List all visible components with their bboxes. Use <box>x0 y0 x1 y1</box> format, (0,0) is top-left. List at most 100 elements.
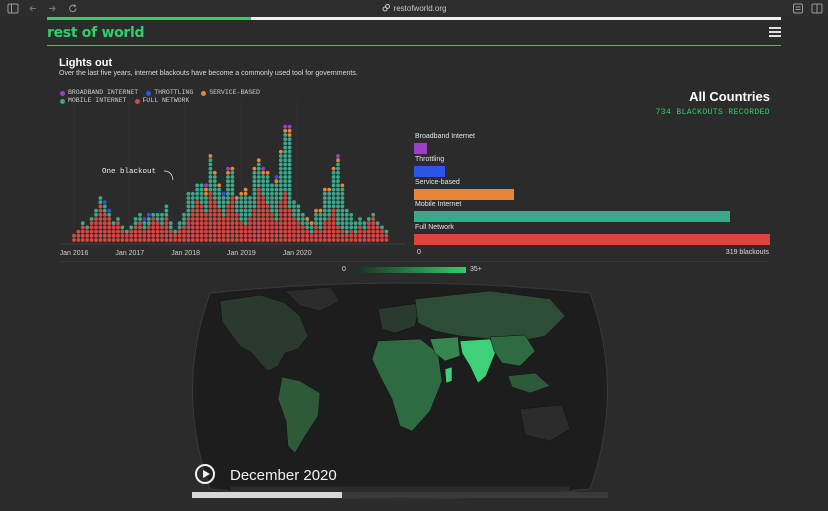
blackout-dot <box>155 217 160 221</box>
blackout-dot <box>190 233 195 238</box>
forward-icon[interactable] <box>46 3 58 14</box>
blackout-dot <box>212 225 217 230</box>
blackout-dot <box>252 208 257 213</box>
back-icon[interactable] <box>27 3 39 14</box>
blackout-dot <box>278 217 283 221</box>
blackout-dot <box>186 191 191 196</box>
address-bar[interactable]: restofworld.org <box>360 2 468 15</box>
blackout-dot <box>278 212 283 217</box>
bar-label-throttling: Throttling <box>415 156 445 163</box>
blackout-dot <box>278 200 283 205</box>
blackout-dot <box>331 225 336 230</box>
blackout-dot <box>274 229 279 234</box>
blackout-dot <box>278 179 283 184</box>
blackout-dot <box>226 191 230 196</box>
blackout-dot <box>256 229 261 234</box>
blackout-dot <box>226 208 230 213</box>
blackout-dot <box>94 229 98 234</box>
blackout-dot <box>182 233 186 238</box>
legend-swatch <box>60 90 65 96</box>
blackout-dot <box>287 212 292 217</box>
bar-label-full: Full Network <box>415 224 454 231</box>
blackout-dot <box>155 212 160 217</box>
blackout-dot <box>212 175 217 179</box>
hamburger-menu-icon[interactable] <box>769 27 781 37</box>
blackout-dot <box>314 212 318 217</box>
blackout-dot <box>226 187 230 192</box>
blackout-dot <box>261 233 266 238</box>
reader-icon[interactable] <box>792 3 804 14</box>
blackout-dot <box>230 175 235 179</box>
blackout-dot <box>380 233 384 238</box>
map-north-america <box>219 294 309 372</box>
blackout-dot <box>208 221 213 226</box>
current-month: December 2020 <box>230 467 337 484</box>
blackout-dot <box>221 208 226 213</box>
blackout-dot <box>155 225 160 230</box>
x-tick-label: Jan 2018 <box>171 250 200 257</box>
blackout-dot <box>274 238 279 242</box>
play-button[interactable] <box>195 464 215 484</box>
blackout-dot <box>252 175 257 179</box>
blackout-dot <box>168 233 173 238</box>
blackout-dot <box>349 221 354 226</box>
blackout-dot <box>256 204 261 209</box>
blackout-dot <box>230 225 235 230</box>
blackout-dot <box>366 225 371 230</box>
blackout-dot <box>336 162 340 167</box>
timeline-slider[interactable] <box>192 492 608 498</box>
blackout-dot <box>283 137 288 142</box>
site-logo[interactable]: rest of world <box>47 25 145 41</box>
blackout-dot <box>107 208 112 213</box>
blackout-dot <box>142 225 147 230</box>
blackout-dot <box>278 166 283 171</box>
blackout-dot <box>190 229 195 234</box>
blackout-dot <box>261 183 266 188</box>
blackout-dot <box>243 204 248 209</box>
blackout-dot <box>80 229 85 234</box>
blackout-dot <box>226 200 230 205</box>
blackout-dot <box>208 229 213 234</box>
tabs-icon[interactable] <box>811 3 823 14</box>
blackout-dot <box>221 225 226 230</box>
blackout-dot <box>287 149 292 154</box>
blackout-dot <box>76 233 81 238</box>
blackout-dot <box>94 217 98 221</box>
blackout-dot <box>116 221 120 226</box>
blackout-dot <box>248 225 252 230</box>
blackout-dot <box>230 204 235 209</box>
reload-icon[interactable] <box>67 3 79 14</box>
blackout-dot <box>89 217 94 221</box>
blackout-dot <box>190 204 195 209</box>
blackout-dot <box>226 212 230 217</box>
sidebar-icon[interactable] <box>7 3 19 14</box>
blackout-dot <box>252 179 257 184</box>
map-horn-africa <box>444 366 453 384</box>
blackout-dot <box>234 221 239 226</box>
blackout-dot <box>164 217 169 221</box>
blackout-dot <box>274 191 279 196</box>
blackout-dot <box>327 212 332 217</box>
blackout-dot <box>256 191 261 196</box>
blackout-dot <box>111 229 116 234</box>
blackout-dot <box>116 217 120 221</box>
blackout-dot <box>287 133 292 137</box>
blackout-dot <box>243 229 248 234</box>
bar-broadband <box>414 143 428 154</box>
blackout-dot <box>120 225 125 230</box>
blackout-dot <box>256 233 261 238</box>
blackout-dot <box>208 191 213 196</box>
blackout-dot <box>230 191 235 196</box>
blackout-dot <box>230 212 235 217</box>
blackout-dot <box>270 187 274 192</box>
blackout-dot <box>300 233 305 238</box>
blackout-dot <box>186 238 191 242</box>
blackout-dot <box>239 238 244 242</box>
blackout-dot <box>234 217 239 221</box>
map-australia <box>519 404 571 442</box>
blackout-dot <box>182 212 186 217</box>
blackout-dot <box>116 229 120 234</box>
blackout-dot <box>384 229 389 234</box>
blackout-dot <box>287 191 292 196</box>
blackout-dot <box>296 217 301 221</box>
